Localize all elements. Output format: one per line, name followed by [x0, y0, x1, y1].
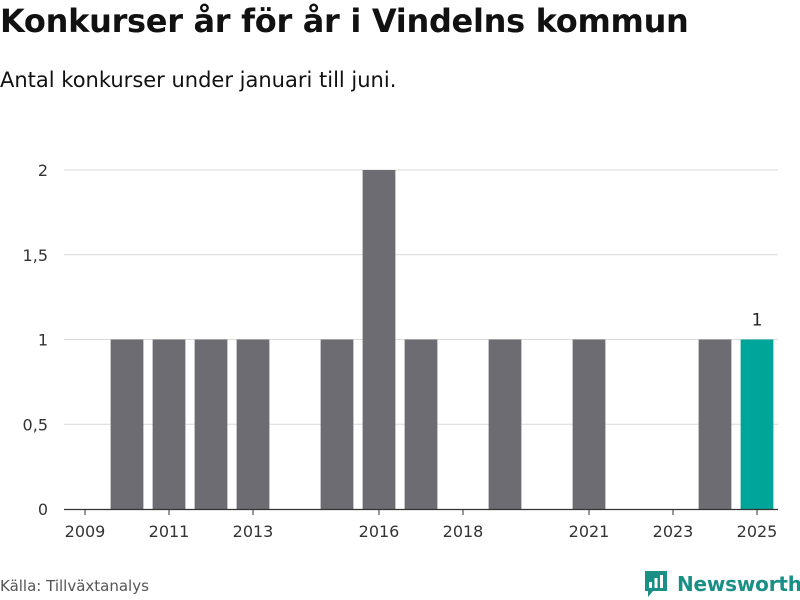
y-tick-label: 1,5 — [23, 246, 48, 265]
bar-2011 — [152, 339, 186, 509]
bar-2016 — [362, 170, 396, 509]
x-tick-label: 2021 — [569, 522, 610, 541]
chart-title: Konkurser år för år i Vindelns kommun — [0, 2, 689, 40]
y-tick-label: 0,5 — [23, 415, 48, 434]
chart-subtitle: Antal konkurser under januari till juni. — [0, 68, 397, 92]
brand-name: Newsworthy — [677, 572, 800, 596]
x-tick-label: 2013 — [233, 522, 274, 541]
bar-2025 — [740, 339, 774, 509]
x-tick-label: 2009 — [65, 522, 106, 541]
bar-2013 — [236, 339, 270, 509]
source-note: Källa: Tillväxtanalys — [0, 577, 149, 595]
y-tick-label: 1 — [38, 331, 48, 350]
bar-2019 — [488, 339, 522, 509]
x-tick-label: 2023 — [653, 522, 694, 541]
x-tick-label: 2016 — [359, 522, 400, 541]
bar-chart: 0 0,5 1 1,5 2 2009 2011 2013 2016 2018 2021 2023 202… — [23, 161, 778, 541]
newsworthy-logo: Newsworthy — [643, 569, 800, 599]
bar-2017 — [404, 339, 438, 509]
bar-2015 — [320, 339, 354, 509]
x-tick-label: 2011 — [149, 522, 190, 541]
x-tick-label: 2018 — [443, 522, 484, 541]
x-tick-label: 2025 — [737, 522, 778, 541]
y-tick-label: 2 — [38, 161, 48, 180]
newsworthy-chart-icon — [645, 571, 667, 597]
bar-2021 — [572, 339, 606, 509]
bar-2012 — [194, 339, 228, 509]
y-tick-label: 0 — [38, 500, 48, 519]
bar-2010 — [110, 339, 144, 509]
data-label: 1 — [752, 311, 763, 331]
bar-2024 — [698, 339, 732, 509]
